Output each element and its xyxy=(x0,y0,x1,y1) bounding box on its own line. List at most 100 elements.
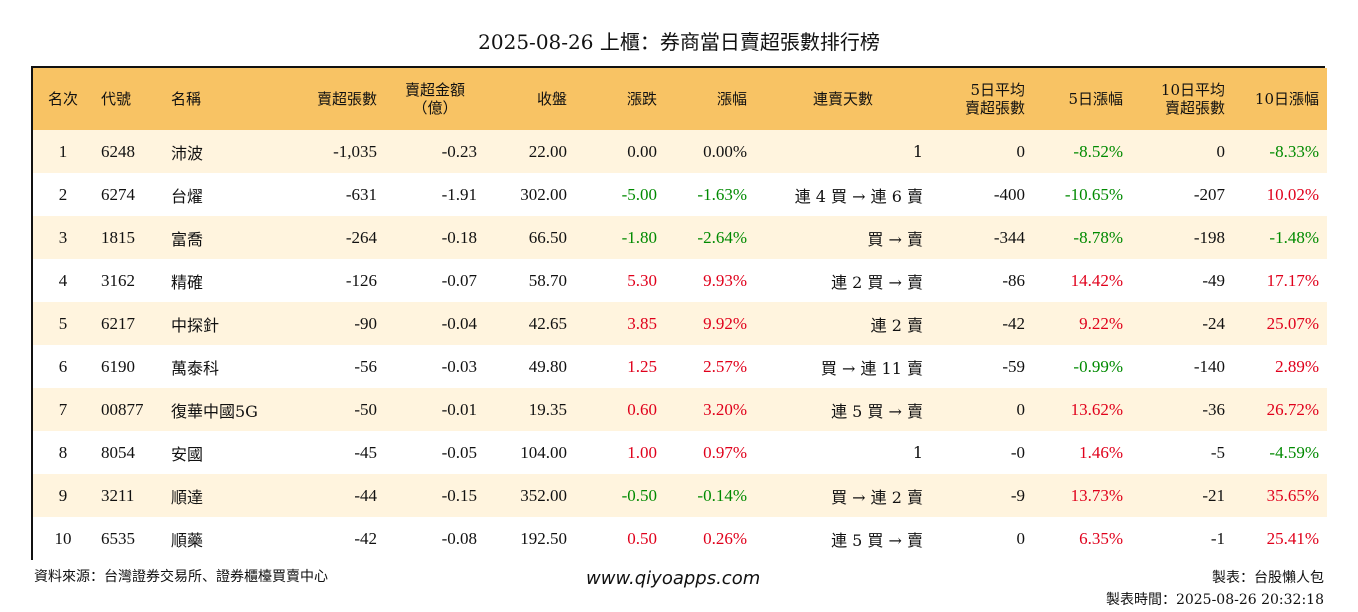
avg5-cell: -59 xyxy=(1002,356,1025,376)
sell-amount-cell: -0.15 xyxy=(441,485,477,505)
ranking-table: 名次 代號 名稱 賣超張數 賣超金額 （億） 收盤 漲跌 漲幅 連賣天數 5日平均 賣超張數 5日漲幅 1… xyxy=(33,68,1327,560)
streak-cell: 連 5 買 → 賣 xyxy=(831,401,923,421)
code-cell: 6248 xyxy=(101,141,135,161)
pct10-cell: 2.89% xyxy=(1275,356,1319,376)
code-cell: 6217 xyxy=(101,313,135,333)
close-cell: 19.35 xyxy=(528,399,567,419)
sell-amount-cell: -0.23 xyxy=(441,141,477,161)
table-row: 7 00877 復華中國5G -50 -0.01 19.35 0.60 3.20% 連 5 買 … xyxy=(33,388,1327,431)
avg10-cell: -36 xyxy=(1202,399,1225,419)
avg5-cell: -400 xyxy=(993,184,1025,204)
change-cell: 0.50 xyxy=(627,528,657,548)
table-row: 8 8054 安國 -45 -0.05 104.00 1.00 0.97% 1 -0 1.46% -5… xyxy=(33,431,1327,474)
pct5-cell: -0.99% xyxy=(1073,356,1123,376)
avg5-cell: -0 xyxy=(1010,442,1025,462)
avg5-cell: 0 xyxy=(1016,399,1026,419)
close-cell: 104.00 xyxy=(520,442,567,462)
pct-cell: 9.92% xyxy=(703,313,747,333)
table-row: 3 1815 富喬 -264 -0.18 66.50 -1.80 -2.64% 買 → 賣 -34… xyxy=(33,216,1327,259)
avg5-cell: -42 xyxy=(1002,313,1025,333)
pct10-cell: 25.41% xyxy=(1266,528,1319,548)
streak-cell: 連 5 買 → 賣 xyxy=(831,530,923,550)
pct5-cell: 13.62% xyxy=(1070,399,1123,419)
sell-amount-cell: -0.03 xyxy=(441,356,477,376)
pct-cell: -0.14% xyxy=(697,485,747,505)
streak-cell: 1 xyxy=(912,443,923,462)
column-header-line1: 10日平均 xyxy=(1160,81,1225,99)
table-row: 9 3211 順達 -44 -0.15 352.00 -0.50 -0.14% 買 → 連 2 … xyxy=(33,474,1327,517)
streak-cell: 買 → 連 11 賣 xyxy=(820,358,923,378)
close-cell: 49.80 xyxy=(528,356,567,376)
change-cell: 3.85 xyxy=(627,313,657,333)
sell-amount-cell: -0.08 xyxy=(441,528,477,548)
code-cell: 00877 xyxy=(101,399,144,419)
pct10-cell: -1.48% xyxy=(1269,227,1319,247)
pct5-cell: 9.22% xyxy=(1079,313,1123,333)
streak-cell: 連 2 賣 xyxy=(870,315,923,335)
sell-amount-cell: -0.01 xyxy=(441,399,477,419)
rank-cell: 6 xyxy=(58,356,68,376)
pct10-cell: 17.17% xyxy=(1266,270,1319,290)
column-header: 賣超張數 xyxy=(281,68,385,130)
sell-qty-cell: -1,035 xyxy=(333,141,377,161)
close-cell: 302.00 xyxy=(520,184,567,204)
pct5-cell: 6.35% xyxy=(1079,528,1123,548)
name-cell: 順達 xyxy=(171,487,204,507)
maker-label: 製表：台股懶人包 xyxy=(1212,570,1324,586)
column-header-line1: 連賣天數 xyxy=(812,90,873,108)
close-cell: 192.50 xyxy=(520,528,567,548)
pct10-cell: 10.02% xyxy=(1266,184,1319,204)
column-header: 10日平均 賣超張數 xyxy=(1131,68,1233,130)
pct-cell: 0.26% xyxy=(703,528,747,548)
avg5-cell: -86 xyxy=(1002,270,1025,290)
column-header-line1: 名次 xyxy=(47,90,78,108)
column-header: 代號 xyxy=(93,68,163,130)
avg10-cell: -24 xyxy=(1202,313,1225,333)
rank-cell: 3 xyxy=(58,227,68,247)
avg10-cell: -21 xyxy=(1202,485,1225,505)
pct5-cell: -8.52% xyxy=(1073,141,1123,161)
column-header: 10日漲幅 xyxy=(1233,68,1327,130)
sell-qty-cell: -45 xyxy=(354,442,377,462)
avg5-cell: -9 xyxy=(1010,485,1025,505)
made-time-label: 製表時間：2025-08-26 20:32:18 xyxy=(1105,592,1324,608)
column-header-line2: （億） xyxy=(412,99,458,117)
pct10-cell: 26.72% xyxy=(1266,399,1319,419)
table-body: 1 6248 沛波 -1,035 -0.23 22.00 0.00 0.00% 1 0 -8.52%… xyxy=(33,130,1327,560)
table-row: 5 6217 中探針 -90 -0.04 42.65 3.85 9.92% 連 2 賣 -42 9.… xyxy=(33,302,1327,345)
header-row: 名次 代號 名稱 賣超張數 賣超金額 （億） 收盤 漲跌 漲幅 連賣天數 5日平均 賣超張數 5日漲幅 1… xyxy=(33,68,1327,130)
table-row: 10 6535 順藥 -42 -0.08 192.50 0.50 0.26% 連 5 買 → 賣… xyxy=(33,517,1327,560)
column-header: 漲跌 xyxy=(575,68,665,130)
column-header-line2: 賣超張數 xyxy=(1164,99,1225,117)
code-cell: 6535 xyxy=(101,528,135,548)
avg5-cell: -344 xyxy=(993,227,1025,247)
name-cell: 富喬 xyxy=(171,229,204,249)
table-row: 6 6190 萬泰科 -56 -0.03 49.80 1.25 2.57% 買 → 連 11 賣… xyxy=(33,345,1327,388)
close-cell: 22.00 xyxy=(528,141,567,161)
name-cell: 復華中國5G xyxy=(171,401,258,421)
column-header-line1: 收盤 xyxy=(536,90,567,108)
code-cell: 6274 xyxy=(101,184,135,204)
avg10-cell: -198 xyxy=(1193,227,1225,247)
sell-qty-cell: -126 xyxy=(345,270,377,290)
sell-qty-cell: -50 xyxy=(354,399,377,419)
rank-cell: 1 xyxy=(58,141,68,161)
column-header-line1: 代號 xyxy=(101,90,132,108)
rank-cell: 5 xyxy=(58,313,68,333)
column-header-line1: 5日平均 xyxy=(970,81,1025,99)
footer-credits: 製表：台股懶人包 製表時間：2025-08-26 20:32:18 xyxy=(1106,567,1324,611)
rank-cell: 7 xyxy=(58,399,68,419)
name-cell: 萬泰科 xyxy=(171,358,220,378)
table-row: 1 6248 沛波 -1,035 -0.23 22.00 0.00 0.00% 1 0 -8.52%… xyxy=(33,130,1327,173)
rank-cell: 8 xyxy=(58,442,68,462)
data-source: 資料來源：台灣證券交易所、證券櫃檯買賣中心 xyxy=(34,569,328,585)
sell-qty-cell: -90 xyxy=(354,313,377,333)
change-cell: -0.50 xyxy=(621,485,657,505)
name-cell: 安國 xyxy=(171,444,204,464)
column-header-line1: 漲幅 xyxy=(716,90,747,108)
column-header: 名稱 xyxy=(163,68,281,130)
pct5-cell: -8.78% xyxy=(1073,227,1123,247)
streak-cell: 1 xyxy=(912,142,923,161)
website-link[interactable]: www.qiyoapps.com xyxy=(586,568,761,589)
name-cell: 沛波 xyxy=(171,143,204,163)
